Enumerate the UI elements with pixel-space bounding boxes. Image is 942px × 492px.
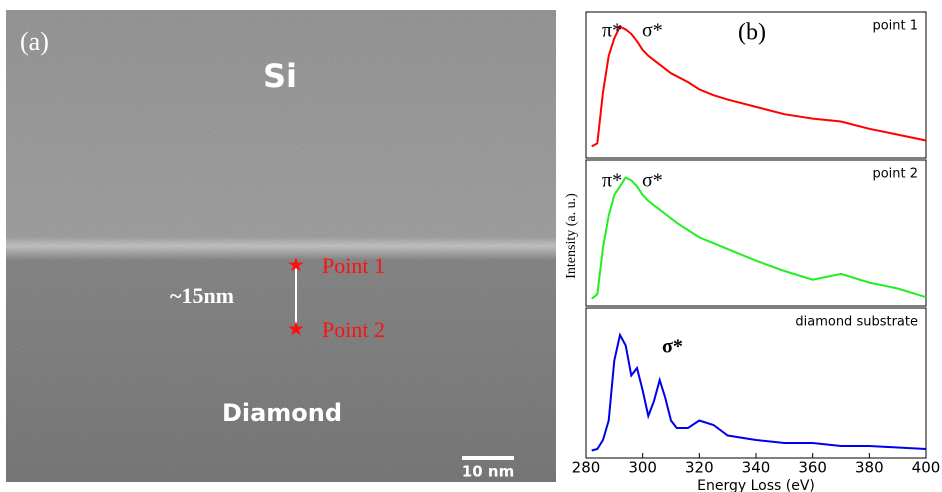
region-label: Diamond xyxy=(222,399,342,427)
peak-annotation: σ* xyxy=(662,336,683,358)
panel-label: (a) xyxy=(20,27,49,56)
y-axis-label: Intensity (a. u.) xyxy=(564,193,579,279)
peak-annotation: π* xyxy=(602,170,622,192)
panel-frame xyxy=(586,308,926,458)
spectrum-line xyxy=(592,335,926,451)
spectrum-line xyxy=(592,178,926,299)
x-tick-label: 380 xyxy=(855,459,884,477)
panel-label: point 2 xyxy=(872,167,918,182)
tem-image: (a) Si Diamond ~15nm ★ ★ Point 1 Point 2… xyxy=(6,10,556,482)
x-axis-label: Energy Loss (eV) xyxy=(697,478,815,492)
panel-label: diamond substrate xyxy=(795,315,918,330)
point-marker: ★ xyxy=(287,319,305,341)
panel-label: point 1 xyxy=(872,19,918,34)
point-marker: ★ xyxy=(287,255,305,277)
peak-annotation: σ* xyxy=(642,170,663,192)
figure: (a) Si Diamond ~15nm ★ ★ Point 1 Point 2… xyxy=(0,0,942,492)
x-tick-label: 340 xyxy=(742,459,771,477)
x-tick-label: 360 xyxy=(798,459,827,477)
peak-annotation: π* xyxy=(602,20,622,42)
scale-bar-label: 10 nm xyxy=(462,463,514,481)
point-label: Point 2 xyxy=(322,317,385,342)
x-tick-label: 300 xyxy=(628,459,657,477)
x-tick-label: 280 xyxy=(572,459,601,477)
panel-label: (b) xyxy=(738,20,766,46)
thickness-label: ~15nm xyxy=(170,283,234,308)
point-label: Point 1 xyxy=(322,253,385,278)
region-label: Si xyxy=(263,57,297,95)
peak-annotation: σ* xyxy=(642,20,663,42)
x-tick-label: 400 xyxy=(912,459,941,477)
x-tick-label: 320 xyxy=(685,459,714,477)
